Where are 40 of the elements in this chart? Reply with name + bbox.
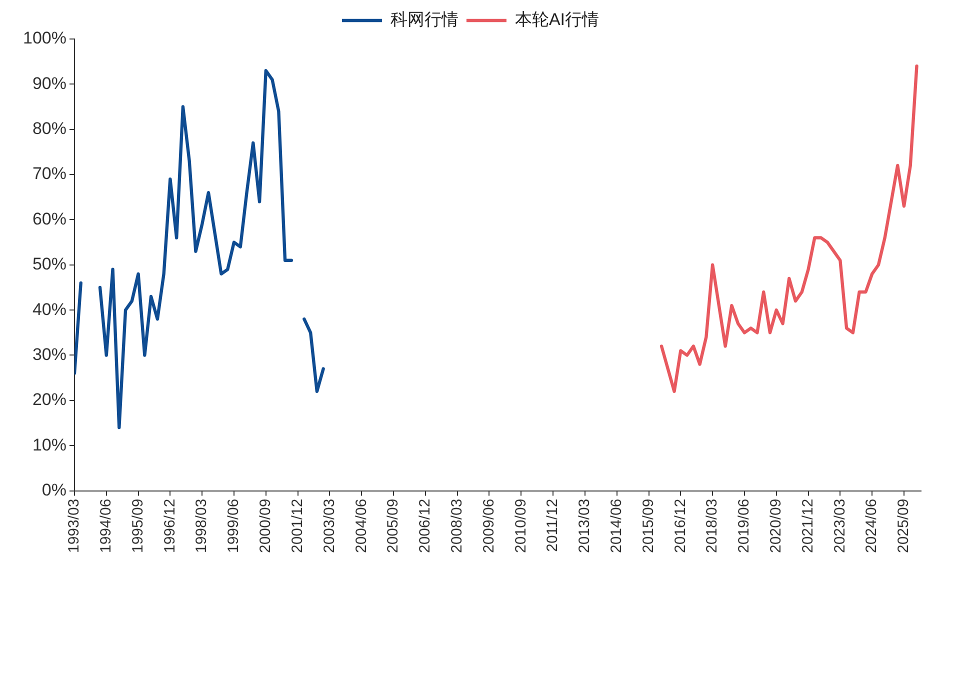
x-tick-label: 2023/03 bbox=[831, 498, 848, 554]
x-tick-label: 2015/09 bbox=[640, 498, 657, 554]
y-tick-label: 90% bbox=[32, 74, 66, 93]
x-tick-label: 1999/06 bbox=[225, 498, 242, 554]
x-tick-label: 1994/06 bbox=[98, 498, 115, 554]
x-tick-label: 1998/03 bbox=[193, 498, 210, 554]
x-tick-label: 2010/09 bbox=[512, 498, 530, 554]
x-tick-label: 2004/06 bbox=[352, 498, 370, 554]
y-tick-label: 20% bbox=[32, 390, 66, 410]
legend-label: 科网行情 bbox=[390, 10, 458, 30]
x-tick-label: 1996/12 bbox=[161, 498, 178, 554]
x-tick-label: 2000/09 bbox=[257, 498, 274, 554]
x-tick-label: 2019/06 bbox=[736, 498, 753, 554]
x-tick-label: 2009/06 bbox=[480, 498, 498, 554]
y-tick-label: 100% bbox=[22, 28, 66, 48]
x-tick-label: 2013/03 bbox=[576, 498, 594, 554]
x-tick-label: 2020/09 bbox=[768, 498, 785, 554]
x-tick-label: 2021/12 bbox=[799, 498, 816, 554]
x-tick-label: 1993/03 bbox=[66, 498, 83, 554]
x-tick-label: 2003/03 bbox=[320, 498, 338, 554]
y-tick-label: 40% bbox=[32, 300, 66, 319]
x-tick-label: 2008/03 bbox=[448, 498, 466, 554]
x-tick-label: 2016/12 bbox=[672, 498, 689, 554]
x-tick-label: 1995/09 bbox=[129, 498, 146, 554]
x-tick-label: 2018/03 bbox=[704, 498, 721, 554]
x-tick-label: 2005/09 bbox=[384, 498, 402, 554]
x-tick-label: 2006/12 bbox=[416, 498, 434, 554]
y-tick-label: 60% bbox=[32, 209, 66, 228]
legend-label: 本轮AI行情 bbox=[514, 10, 600, 30]
y-tick-label: 0% bbox=[42, 480, 66, 500]
y-tick-label: 10% bbox=[32, 435, 66, 454]
y-tick-label: 70% bbox=[32, 164, 66, 184]
x-tick-label: 2011/12 bbox=[544, 498, 562, 552]
x-tick-label: 2024/06 bbox=[863, 498, 880, 554]
x-tick-label: 2025/09 bbox=[895, 498, 912, 554]
x-tick-label: 2014/06 bbox=[608, 498, 625, 554]
y-tick-label: 50% bbox=[32, 254, 66, 274]
y-tick-label: 30% bbox=[32, 344, 66, 364]
y-tick-label: 80% bbox=[32, 119, 66, 138]
x-tick-label: 2001/12 bbox=[288, 498, 306, 554]
